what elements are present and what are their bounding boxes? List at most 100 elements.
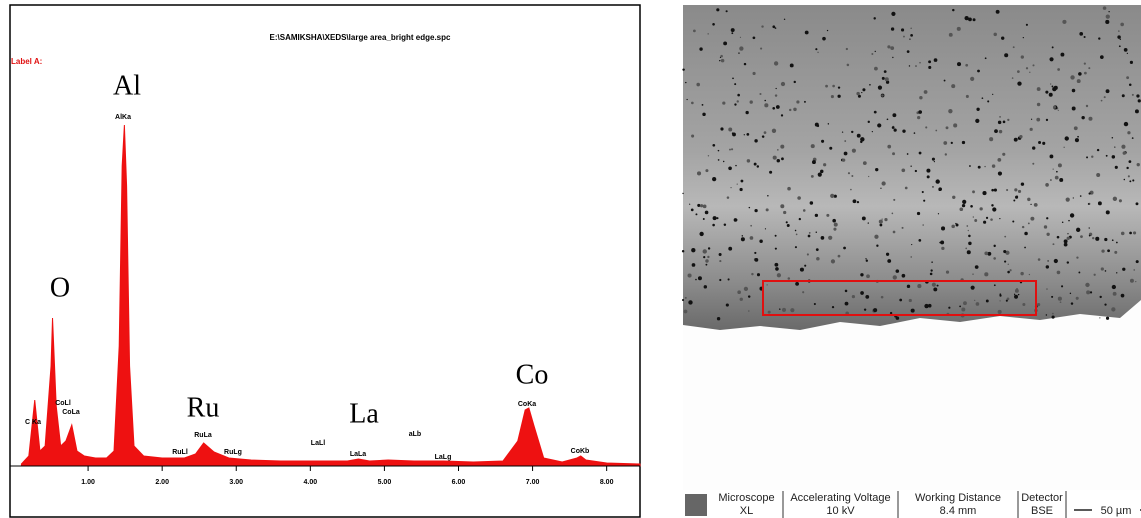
pore [1052,312,1054,315]
pore [815,48,818,51]
pore [939,241,941,244]
pore [974,219,978,222]
pore [952,8,955,12]
pore [828,235,833,240]
pore [1022,302,1026,307]
pore [1130,279,1132,282]
pore [696,82,701,87]
pore [1036,87,1041,91]
pore [1013,293,1016,295]
pore [695,278,697,281]
pore [1112,196,1118,201]
pore [831,306,835,309]
pore [736,183,738,185]
pore [774,247,777,250]
pore [1069,292,1072,295]
pore [811,160,816,165]
pore [752,36,756,40]
pore [1099,295,1102,299]
pore [997,171,1003,176]
pore [716,217,719,220]
pore [974,299,976,302]
pore [977,165,981,169]
pore [984,165,986,168]
pore [804,100,806,103]
pore [794,229,797,232]
pore [802,291,805,294]
pore [999,300,1001,302]
pore [1045,90,1049,94]
pore [1030,118,1033,120]
pore [822,36,826,41]
pore [684,296,687,299]
pore [1009,269,1012,272]
pore [991,164,996,168]
pore [802,209,806,212]
pore [760,47,763,50]
pore [909,38,911,40]
pore [764,103,769,108]
pore [725,10,728,13]
pore [687,273,692,278]
pore [827,123,830,125]
pore [981,97,984,100]
pore [690,208,694,212]
pore [786,224,790,228]
pore [931,261,933,263]
pore [991,204,994,207]
info-label: Detector [1021,492,1063,504]
pore [910,27,912,30]
pore [707,247,711,250]
pore [1060,52,1065,57]
pore [1061,221,1064,224]
pore [874,50,876,53]
pore [772,155,777,160]
pore [1070,75,1075,80]
pore [748,310,750,312]
line-label: LaLa [350,451,366,458]
pore [856,133,861,138]
pore [968,241,972,246]
pore [1128,160,1132,164]
scale-label: 50 µm [1101,505,1132,517]
pore [1096,148,1100,152]
pore [1105,89,1110,94]
pore [890,46,895,51]
pore [877,85,883,90]
logo [685,494,707,516]
pore [884,77,889,82]
pore [1071,88,1076,93]
pore [950,141,953,145]
pore [1068,219,1070,222]
pore [702,218,705,220]
pore [797,196,801,200]
pore [826,29,829,32]
pore [1076,79,1081,84]
pore [685,81,687,84]
pore [892,56,894,59]
pore [1137,99,1141,103]
pore [892,230,896,234]
pore [1114,165,1118,169]
pore [1131,137,1134,139]
x-tick-label: 1.00 [81,479,95,486]
pore [712,223,715,227]
x-tick-label: 7.00 [526,479,540,486]
pore [732,132,736,137]
pore [933,287,938,292]
pore [951,84,956,89]
pore [1061,285,1064,288]
pore [1030,216,1035,221]
pore [1117,35,1121,39]
pore [1049,154,1054,159]
pore [807,234,811,238]
pore [1002,120,1006,124]
pore [998,129,1003,134]
pore [867,120,870,124]
pore [740,237,745,242]
pore [892,152,896,156]
pore [908,298,912,303]
pore [1046,232,1050,236]
pore [1123,47,1128,52]
info-value: 8.4 mm [940,505,977,517]
